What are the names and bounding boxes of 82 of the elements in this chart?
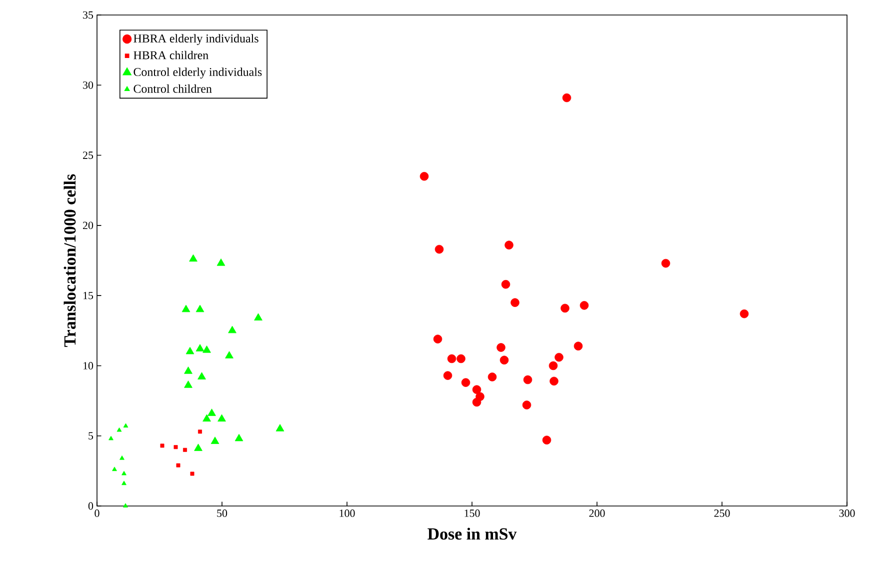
point <box>116 427 122 432</box>
point <box>218 414 226 422</box>
point <box>198 372 206 380</box>
point <box>196 304 204 312</box>
point <box>174 445 178 450</box>
y-tick-label: 5 <box>88 432 94 440</box>
point <box>550 376 558 386</box>
point <box>202 414 211 422</box>
point <box>456 354 466 364</box>
point <box>580 301 589 310</box>
point <box>472 385 482 394</box>
point <box>447 354 456 364</box>
point <box>123 423 128 428</box>
point <box>189 254 198 262</box>
point <box>420 172 429 181</box>
point <box>542 436 552 444</box>
y-tick-label: 35 <box>83 11 94 19</box>
x-tick-label: 0 <box>94 510 100 517</box>
y-tick-label: 0 <box>88 502 94 510</box>
legend-label: Control children <box>134 84 212 93</box>
point <box>123 503 128 508</box>
point <box>488 372 497 382</box>
point <box>196 344 204 352</box>
point <box>216 258 226 266</box>
point <box>194 444 202 451</box>
point <box>434 244 444 254</box>
point <box>182 304 190 312</box>
x-tick-label: 300 <box>839 510 855 517</box>
legend-label: HBRA elderly individuals <box>134 34 258 45</box>
point <box>186 346 194 354</box>
point <box>433 334 442 344</box>
point <box>472 398 482 407</box>
point <box>198 430 202 434</box>
x-axis-title: Dose in mSv <box>428 528 517 540</box>
y-tick-label: 30 <box>83 81 94 89</box>
y-tick-label: 15 <box>83 292 94 300</box>
point <box>740 309 749 318</box>
x-tick-label: 200 <box>589 510 605 517</box>
point <box>548 361 558 370</box>
point <box>210 436 220 444</box>
point <box>443 371 452 380</box>
x-tick-label: 50 <box>217 510 228 517</box>
point <box>523 375 532 384</box>
point <box>461 378 470 387</box>
x-tick-label: 250 <box>714 510 730 517</box>
point <box>522 400 532 410</box>
point <box>160 444 164 448</box>
point <box>500 356 509 364</box>
y-tick-label: 10 <box>83 362 94 370</box>
point <box>122 470 126 476</box>
point <box>108 436 114 440</box>
point <box>560 304 570 313</box>
y-tick-label: 20 <box>83 222 94 230</box>
legend-label: Control elderly individuals <box>134 68 262 79</box>
x-tick-label: 100 <box>340 510 355 517</box>
point <box>496 343 506 352</box>
point <box>120 456 124 460</box>
point <box>574 342 583 350</box>
point <box>504 240 514 250</box>
y-tick-label: 25 <box>83 152 94 159</box>
point <box>554 352 564 362</box>
point <box>510 298 520 307</box>
point <box>190 472 194 476</box>
point <box>202 346 211 353</box>
point <box>254 313 262 321</box>
point <box>234 434 244 442</box>
point <box>208 408 216 416</box>
point <box>225 351 234 358</box>
point <box>183 448 187 452</box>
point <box>501 280 510 289</box>
point <box>228 326 236 334</box>
y-axis-title: Translocation/1000 cells <box>64 174 76 347</box>
point <box>276 424 284 432</box>
point <box>112 466 117 472</box>
legend-label: HBRA children <box>134 50 208 60</box>
point <box>562 93 572 102</box>
point <box>184 366 192 374</box>
x-tick-label: 150 <box>464 510 480 517</box>
point <box>176 463 180 468</box>
point <box>122 480 126 486</box>
point <box>661 258 670 268</box>
point <box>184 380 192 388</box>
